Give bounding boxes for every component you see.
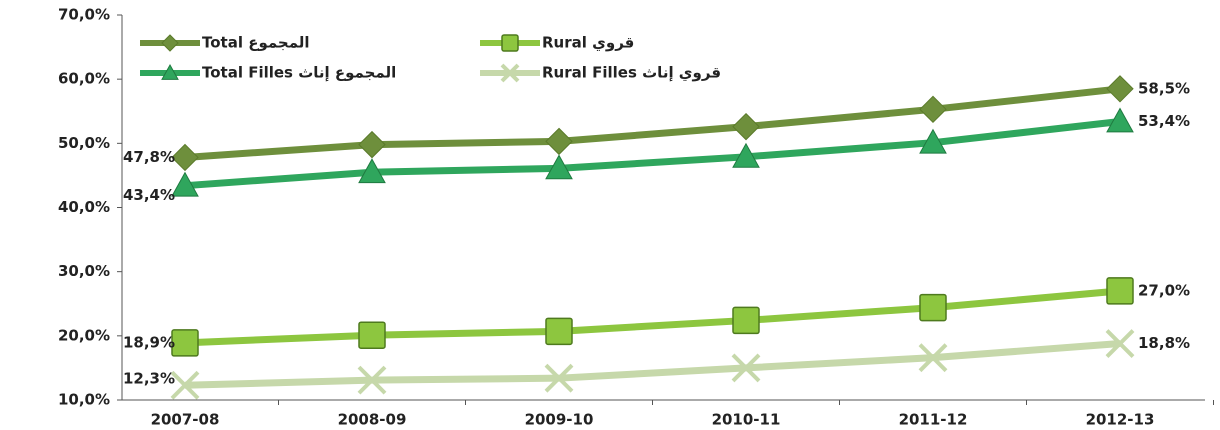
x-tick-label: 2007-08 — [151, 411, 220, 429]
y-tick-label: 20,0% — [58, 326, 110, 344]
series-line — [184, 287, 1121, 347]
legend-label: Rural Filles قروي إناث — [542, 64, 721, 83]
marker — [170, 370, 200, 400]
marker — [919, 128, 947, 154]
data-label: 47,8% — [123, 148, 175, 166]
x-tick-label: 2012-13 — [1086, 411, 1155, 429]
marker — [919, 293, 947, 322]
x-tick-label: 2010-11 — [712, 411, 781, 429]
marker — [732, 306, 760, 335]
marker — [731, 353, 761, 383]
y-tick-label: 10,0% — [58, 391, 110, 409]
marker — [171, 171, 199, 197]
data-label: 12,3% — [123, 370, 175, 388]
marker — [171, 329, 199, 357]
legend-label: Rural قروي — [542, 34, 634, 53]
marker — [501, 34, 519, 52]
y-tick-label: 70,0% — [58, 6, 110, 24]
marker — [500, 63, 520, 83]
legend-label: Total المجموع — [202, 34, 310, 52]
x-tick-label: 2011-12 — [899, 411, 968, 429]
marker — [171, 143, 199, 172]
y-tick-label: 30,0% — [58, 262, 110, 280]
legend-label: Total Filles المجموع إناث — [202, 64, 396, 82]
x-tick-label: 2008-09 — [338, 411, 407, 429]
data-label: 43,4% — [123, 186, 175, 204]
marker — [544, 363, 574, 393]
marker — [1106, 277, 1134, 305]
marker — [1106, 75, 1134, 103]
y-tick-label: 60,0% — [58, 70, 110, 88]
marker — [919, 95, 947, 124]
marker — [918, 343, 948, 373]
marker — [1106, 107, 1134, 133]
marker — [357, 365, 387, 395]
data-label: 58,5% — [1138, 79, 1190, 97]
y-tick-label: 50,0% — [58, 134, 110, 152]
data-label: 18,9% — [123, 333, 175, 351]
series-line — [184, 118, 1121, 190]
marker — [732, 142, 760, 168]
marker — [358, 158, 386, 184]
series-line — [184, 85, 1121, 161]
series-line — [184, 340, 1121, 389]
marker — [358, 130, 386, 159]
marker — [161, 63, 179, 80]
marker — [358, 321, 386, 349]
marker — [545, 127, 573, 156]
marker — [732, 112, 760, 141]
marker — [545, 317, 573, 346]
data-label: 18,8% — [1138, 334, 1190, 352]
marker — [545, 154, 573, 180]
data-label: 27,0% — [1138, 281, 1190, 299]
marker — [161, 34, 179, 52]
x-tick-label: 2009-10 — [525, 411, 594, 429]
y-tick-label: 40,0% — [58, 198, 110, 216]
data-label: 53,4% — [1138, 112, 1190, 130]
marker — [1105, 329, 1135, 358]
